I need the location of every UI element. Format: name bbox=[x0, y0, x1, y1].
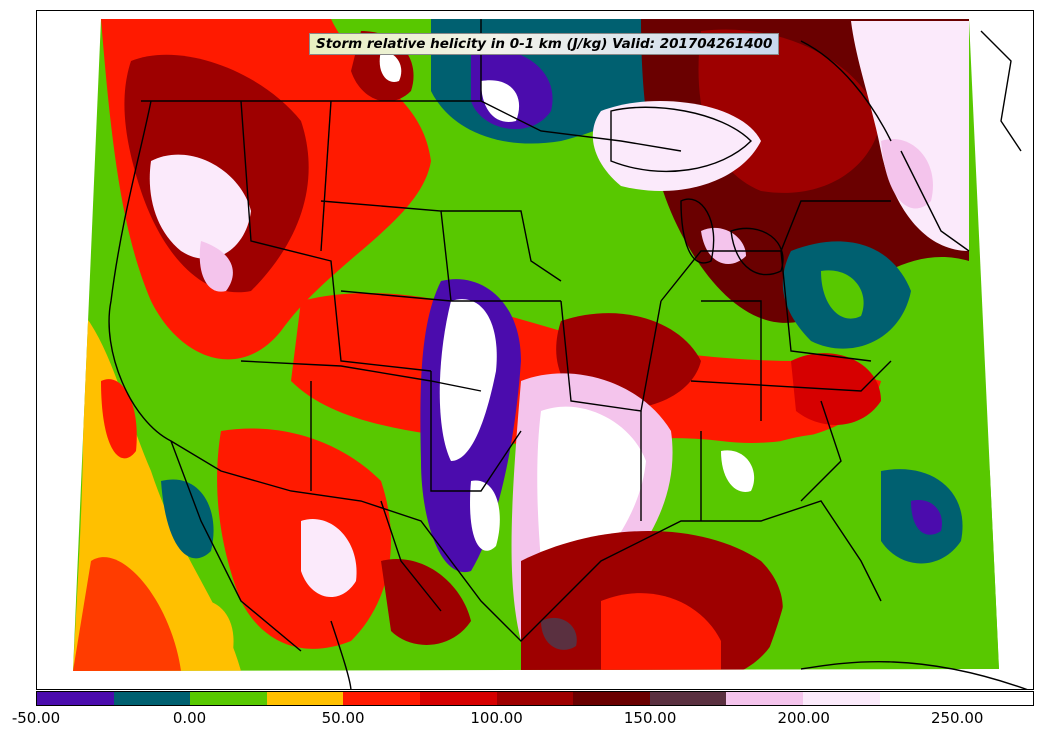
colorbar-tick-label: 50.00 bbox=[321, 709, 365, 727]
colorbar-segment bbox=[420, 692, 497, 705]
colorbar-segment bbox=[726, 692, 804, 705]
colorbar-segment bbox=[573, 692, 650, 705]
colorbar-segment bbox=[190, 692, 267, 705]
colorbar-tick-label: -50.00 bbox=[11, 709, 61, 727]
colorbar-tick-label: 0.00 bbox=[172, 709, 207, 727]
map-plot-area: Storm relative helicity in 0-1 km (J/kg)… bbox=[36, 10, 1034, 690]
colorbar-tick-label: 250.00 bbox=[930, 709, 984, 727]
colorbar-segment bbox=[113, 692, 191, 705]
colorbar-segment bbox=[803, 692, 880, 705]
colorbar-segment bbox=[879, 692, 1033, 705]
colorbar-segment bbox=[37, 692, 114, 705]
colorbar-segment bbox=[266, 692, 344, 705]
helicity-map bbox=[73, 19, 1028, 689]
boundary-lines bbox=[108, 19, 1028, 689]
colorbar-segment bbox=[343, 692, 421, 705]
colorbar-tick-label: 100.00 bbox=[470, 709, 523, 727]
colorbar bbox=[36, 691, 1034, 706]
colorbar-segment bbox=[496, 692, 574, 705]
map-title: Storm relative helicity in 0-1 km (J/kg)… bbox=[309, 33, 780, 55]
colorbar-tick-label: 150.00 bbox=[623, 709, 677, 727]
colorbar-segment bbox=[649, 692, 727, 705]
colorbar-tick-label: 200.00 bbox=[777, 709, 830, 727]
